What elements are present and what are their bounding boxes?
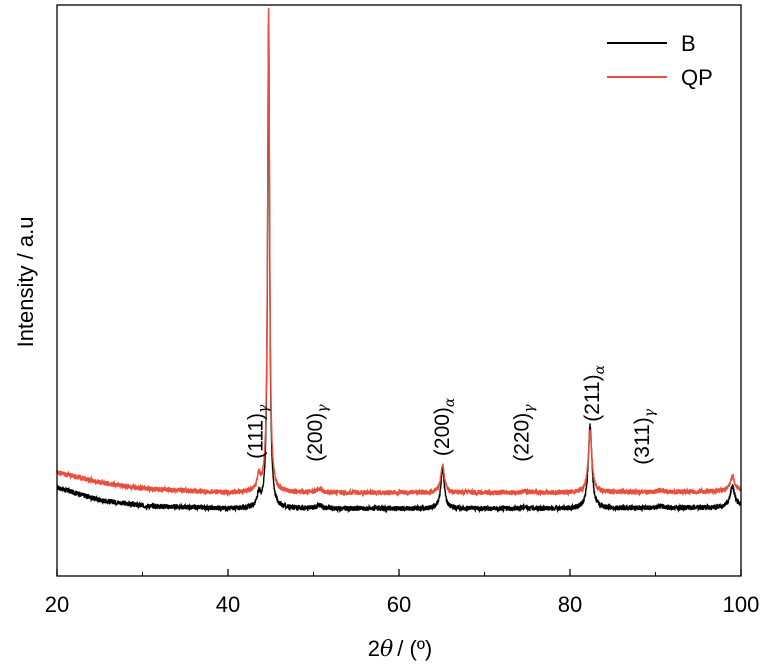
peak-annotation-label: (311) bbox=[630, 417, 653, 464]
peak-annotation: (211)α bbox=[581, 364, 609, 421]
peak-annotation-phase: γ bbox=[642, 408, 658, 417]
peak-annotation-phase: γ bbox=[521, 404, 537, 413]
peak-annotation-phase: γ bbox=[255, 404, 271, 413]
peak-annotation: (200)α bbox=[430, 397, 458, 456]
peak-annotation-text: (211)α bbox=[581, 364, 609, 421]
series-curves bbox=[56, 7, 742, 514]
x-axis-ticks: 20 40 60 80 100 bbox=[45, 569, 760, 617]
peak-annotations: (111)γ(110)α(200)γ(200)α(220)γ(211)α(311… bbox=[244, 364, 658, 464]
x-axis-label: 2θ / (º) bbox=[368, 636, 432, 662]
peak-annotation-label: (111) bbox=[244, 413, 267, 459]
peak-annotation: (311)γ bbox=[630, 408, 658, 464]
x-tick-label: 100 bbox=[723, 592, 760, 617]
peak-annotation: (200)γ bbox=[304, 404, 332, 462]
legend-label-qp: QP bbox=[681, 65, 713, 90]
peak-annotation-text: (220)γ bbox=[510, 404, 538, 462]
x-tick-label: 80 bbox=[558, 592, 582, 617]
x-tick-label: 60 bbox=[387, 592, 411, 617]
peak-annotation-phase: α bbox=[592, 364, 608, 374]
legend: B QP bbox=[607, 31, 713, 90]
y-axis-label: Intensity / a.u bbox=[13, 217, 38, 348]
x-tick-label: 40 bbox=[216, 592, 240, 617]
peak-annotation-label: (211) bbox=[581, 374, 604, 421]
x-axis-label-main: 2 bbox=[368, 636, 380, 661]
x-axis-label-unit: / (º) bbox=[397, 636, 432, 661]
peak-annotation-label: (200) bbox=[304, 413, 327, 462]
x-tick-label: 20 bbox=[45, 592, 69, 617]
peak-annotation: (111)γ bbox=[244, 404, 272, 459]
peak-annotation-text: (111)γ bbox=[244, 404, 272, 459]
peak-annotation: (220)γ bbox=[510, 404, 538, 462]
peak-annotation-text: (200)γ bbox=[304, 404, 332, 462]
series-line-b bbox=[56, 23, 742, 514]
x-axis-label-theta: θ bbox=[380, 637, 393, 662]
peak-annotation-phase: γ bbox=[315, 404, 331, 413]
peak-annotation-text: (200)α bbox=[430, 397, 458, 456]
legend-label-b: B bbox=[681, 31, 696, 56]
peak-annotation-phase: α bbox=[442, 397, 458, 407]
peak-annotation-label: (220) bbox=[510, 413, 533, 462]
peak-annotation-label: (200) bbox=[430, 407, 453, 456]
peak-annotation-text: (311)γ bbox=[630, 408, 658, 464]
series-line-qp bbox=[56, 7, 742, 498]
